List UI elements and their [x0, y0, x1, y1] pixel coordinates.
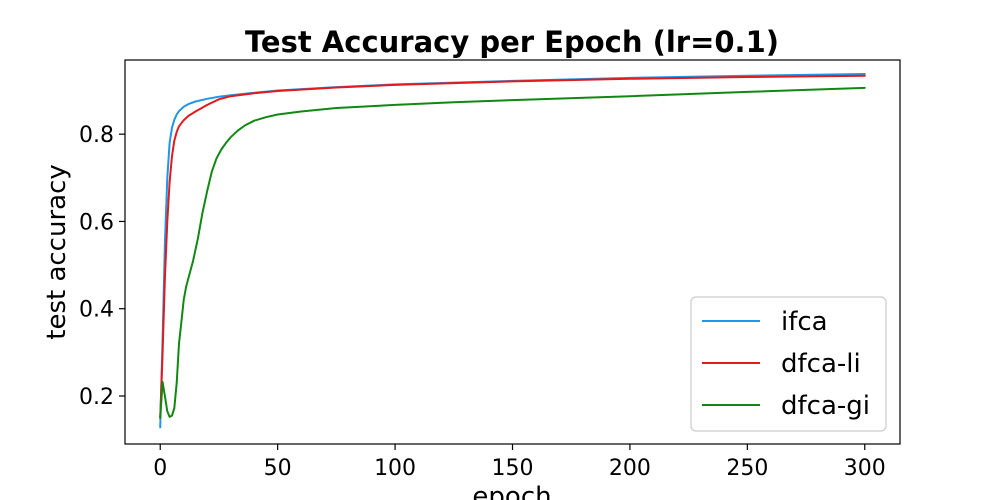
y-tick-label: 0.2: [79, 385, 114, 410]
series-line-dfca-gi: [159, 86, 866, 419]
x-tick-label: 250: [726, 456, 768, 481]
chart-title: Test Accuracy per Epoch (lr=0.1): [245, 25, 779, 59]
y-tick-label: 0.6: [79, 210, 114, 235]
series-line-dfca-li: [159, 74, 866, 419]
y-axis-label: test accuracy: [42, 164, 72, 340]
x-tick-label: 200: [609, 456, 651, 481]
legend-label-dfca-li: dfca-li: [781, 349, 861, 379]
x-tick-label: 0: [153, 456, 167, 481]
legend-label-ifca: ifca: [781, 307, 828, 337]
series-layer: [159, 73, 866, 429]
legend: ifca dfca-li dfca-gi: [690, 296, 887, 432]
x-tick-label: 300: [844, 456, 886, 481]
x-tick-label: 100: [374, 456, 416, 481]
legend-box: [690, 296, 887, 432]
x-tick-label: 150: [492, 456, 534, 481]
legend-label-dfca-gi: dfca-gi: [781, 391, 870, 421]
y-tick-label: 0.8: [79, 123, 114, 148]
x-tick-label: 50: [264, 456, 292, 481]
x-axis: 0 50 100 150 200 250 300: [153, 444, 886, 481]
y-tick-label: 0.4: [79, 298, 114, 323]
x-axis-label: epoch: [472, 482, 551, 500]
y-axis: 0.2 0.4 0.6 0.8: [79, 123, 125, 410]
